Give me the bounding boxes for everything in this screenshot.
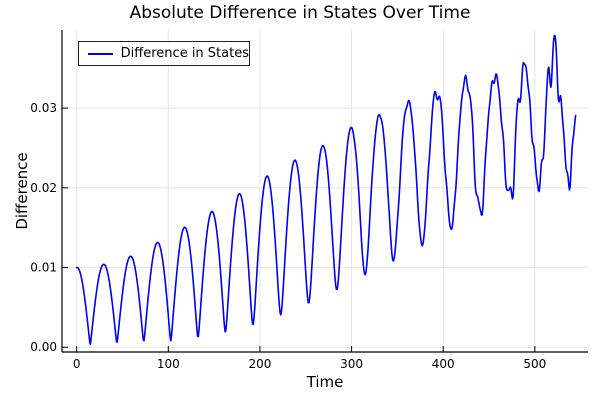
legend-line-sample — [88, 52, 113, 55]
x-tick-label: 200 — [248, 357, 271, 371]
y-axis-label: Difference — [13, 152, 31, 230]
legend-label: Difference in States — [120, 46, 249, 61]
x-tick-label: 400 — [432, 357, 455, 371]
series-line-difference-in-states — [75, 34, 577, 346]
x-tick-label: 0 — [73, 357, 81, 371]
chart-title: Absolute Difference in States Over Time — [129, 3, 471, 23]
y-tick-label: 0.00 — [30, 340, 57, 354]
x-axis-label: Time — [306, 373, 344, 391]
x-tick-label: 300 — [340, 357, 363, 371]
y-tick-label: 0.02 — [30, 181, 57, 195]
legend: Difference in States — [78, 41, 250, 66]
y-tick-label: 0.03 — [30, 101, 57, 115]
x-tick-label: 100 — [157, 357, 180, 371]
y-tick-label: 0.01 — [30, 261, 57, 275]
x-tick-label: 500 — [523, 357, 546, 371]
